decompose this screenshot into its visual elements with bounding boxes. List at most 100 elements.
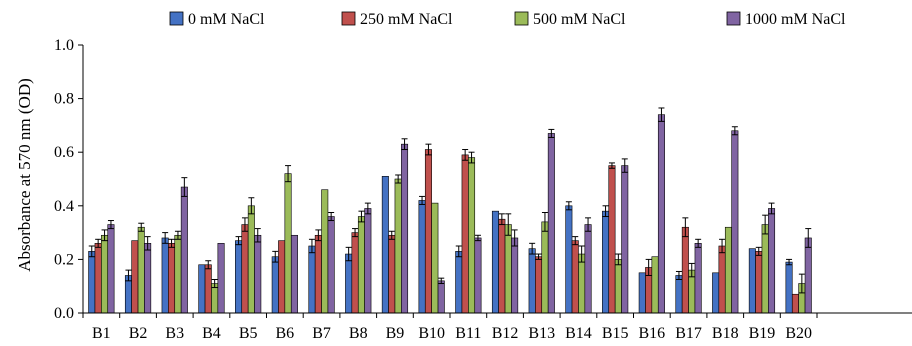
bar xyxy=(584,224,592,314)
legend: 0 mM NaCl 250 mM NaCl 500 mM NaCl 1000 mM N… xyxy=(169,11,846,28)
bar xyxy=(694,243,702,314)
bar xyxy=(468,157,476,314)
bar xyxy=(290,234,298,314)
legend-swatch xyxy=(169,11,184,26)
bar xyxy=(241,224,249,314)
y-tick-label: 0.4 xyxy=(54,198,74,215)
y-axis: 0.0 0.2 0.4 0.6 0.8 1.0 xyxy=(54,37,84,322)
bar xyxy=(388,234,396,314)
x-tick-label: B6 xyxy=(276,325,295,342)
x-tick-label: B9 xyxy=(386,325,405,342)
x-tick-label: B18 xyxy=(712,325,739,342)
bar xyxy=(327,216,335,314)
bar xyxy=(345,253,353,314)
bar xyxy=(748,248,756,314)
bar xyxy=(578,253,586,314)
bar xyxy=(174,234,182,314)
bar xyxy=(755,251,763,314)
bar xyxy=(437,280,445,314)
x-tick-label: B10 xyxy=(418,325,445,342)
bar xyxy=(351,232,359,314)
bar xyxy=(547,133,555,314)
bar xyxy=(565,205,573,314)
bar xyxy=(278,240,286,314)
x-tick-label: B11 xyxy=(455,325,481,342)
y-tick-label: 0.0 xyxy=(54,305,74,322)
bar xyxy=(161,237,169,314)
bar xyxy=(308,245,316,314)
bar xyxy=(528,248,536,314)
x-tick-label: B20 xyxy=(785,325,812,342)
bar xyxy=(761,224,769,314)
bar xyxy=(144,243,152,314)
legend-swatch xyxy=(341,11,356,26)
x-tick-label: B17 xyxy=(675,325,702,342)
x-tick-label: B5 xyxy=(239,325,258,342)
bar xyxy=(321,189,329,314)
bar xyxy=(168,243,176,314)
bar xyxy=(107,224,115,314)
bar xyxy=(88,251,96,314)
bar xyxy=(247,205,255,314)
bar xyxy=(314,234,322,314)
bar xyxy=(724,226,732,314)
bar xyxy=(511,237,519,314)
y-tick-label: 1.0 xyxy=(54,37,74,54)
bar xyxy=(101,234,109,314)
bar xyxy=(621,165,629,314)
x-tick-label: B15 xyxy=(602,325,629,342)
bar xyxy=(94,243,102,314)
x-tick-label: B19 xyxy=(749,325,776,342)
bar xyxy=(491,210,499,314)
bar xyxy=(608,165,616,314)
bar xyxy=(394,178,402,314)
bar xyxy=(541,221,549,314)
bar xyxy=(418,200,426,314)
bar xyxy=(602,210,610,314)
x-tick-label: B13 xyxy=(528,325,555,342)
bar xyxy=(498,218,506,314)
bar xyxy=(712,272,720,314)
bar xyxy=(381,176,389,314)
bar xyxy=(271,256,279,314)
bar xyxy=(198,264,206,314)
y-axis-title: Absorbance at 570 nm (OD) xyxy=(15,78,34,272)
bar xyxy=(180,186,188,314)
bar xyxy=(731,130,739,314)
x-tick-label: B12 xyxy=(492,325,519,342)
bar xyxy=(675,275,683,314)
x-tick-label: B2 xyxy=(129,325,148,342)
legend-swatch xyxy=(726,11,741,26)
x-tick-label: B3 xyxy=(165,325,184,342)
bar xyxy=(657,114,665,314)
bar xyxy=(474,237,482,314)
bar xyxy=(455,251,463,314)
x-tick-label: B4 xyxy=(202,325,221,342)
bar xyxy=(424,149,432,314)
bar xyxy=(137,226,145,314)
bar xyxy=(357,216,365,314)
bar xyxy=(461,154,469,314)
bar xyxy=(364,208,372,314)
bar xyxy=(785,261,793,314)
bar xyxy=(254,234,262,314)
bar xyxy=(768,208,776,314)
x-tick-label: B8 xyxy=(349,325,368,342)
y-tick-label: 0.2 xyxy=(54,251,74,268)
x-tick-label: B7 xyxy=(312,325,331,342)
legend-label: 1000 mM NaCl xyxy=(745,11,846,28)
x-tick-label: B14 xyxy=(565,325,592,342)
legend-label: 250 mM NaCl xyxy=(360,11,453,28)
bar xyxy=(504,224,512,314)
bar xyxy=(284,173,292,314)
bar xyxy=(804,237,812,314)
bar xyxy=(614,259,622,314)
bar xyxy=(235,240,243,314)
legend-label: 500 mM NaCl xyxy=(533,11,626,28)
legend-swatch xyxy=(514,11,529,26)
bar xyxy=(217,243,225,314)
legend-label: 0 mM NaCl xyxy=(188,11,265,28)
bars xyxy=(88,107,812,314)
x-tick-label: B16 xyxy=(639,325,666,342)
